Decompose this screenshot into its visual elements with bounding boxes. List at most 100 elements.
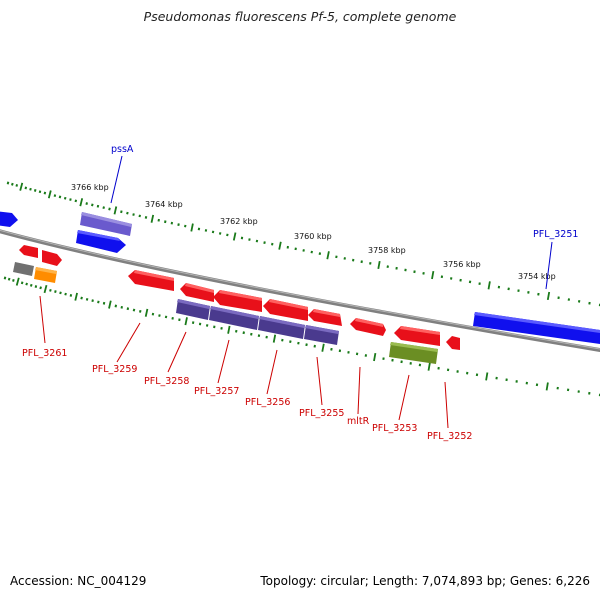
major-tick: [113, 206, 118, 215]
gene-PFL_3259[interactable]: [128, 270, 174, 291]
upper-tick-track: [6, 181, 600, 307]
gene-PFL_3255[interactable]: [308, 309, 342, 326]
minor-tick: [289, 340, 292, 344]
minor-tick: [38, 190, 42, 194]
gene-olive-segment[interactable]: [389, 342, 438, 364]
gene-PFL_3258[interactable]: [180, 283, 214, 302]
minor-tick: [59, 291, 62, 295]
gene-mltR[interactable]: [350, 318, 386, 336]
minor-tick: [157, 218, 160, 222]
major-tick: [108, 300, 112, 309]
major-tick: [19, 182, 24, 191]
minor-tick: [6, 181, 10, 185]
minor-tick: [91, 203, 94, 207]
major-tick: [278, 241, 282, 250]
major-tick: [74, 292, 78, 301]
major-tick: [79, 198, 84, 207]
major-tick: [47, 190, 52, 199]
major-tick: [43, 284, 48, 294]
gene-purple-segment-4[interactable]: [304, 325, 339, 345]
gene-PFL_3251[interactable]: [473, 312, 600, 344]
minor-tick: [204, 229, 208, 232]
gene-PFL_3261-b[interactable]: [13, 262, 57, 283]
minor-tick: [85, 297, 89, 301]
minor-tick: [80, 296, 83, 300]
callout-lines: [39, 155, 553, 429]
minor-tick: [132, 213, 135, 216]
gene-PFL_3256[interactable]: [263, 299, 308, 321]
minor-tick: [364, 354, 368, 357]
label-PFL_3251[interactable]: PFL_3251: [533, 229, 578, 240]
minor-tick: [96, 204, 100, 208]
minor-tick: [151, 312, 155, 316]
minor-tick: [422, 271, 425, 275]
minor-tick: [271, 242, 274, 246]
minor-tick: [7, 277, 11, 281]
minor-tick: [126, 211, 129, 215]
minor-tick: [184, 224, 187, 228]
label-PFL_3259[interactable]: PFL_3259: [92, 364, 137, 375]
genome-backbone-highlight: [0, 229, 600, 350]
label-PFL_3255[interactable]: PFL_3255: [299, 408, 344, 419]
major-tick: [377, 260, 381, 270]
label-PFL_3258[interactable]: PFL_3258: [144, 376, 189, 387]
label-PFL_3261[interactable]: PFL_3261: [22, 348, 67, 359]
minor-tick: [34, 285, 38, 288]
minor-tick: [120, 305, 123, 309]
minor-tick: [343, 257, 346, 260]
label-PFL_3257[interactable]: PFL_3257: [194, 386, 239, 397]
gene-purple-segment-1[interactable]: [176, 299, 210, 320]
minor-tick: [257, 334, 261, 338]
minor-tick: [43, 191, 47, 195]
minor-tick: [191, 321, 195, 325]
major-tick: [431, 270, 435, 280]
minor-tick: [577, 299, 581, 303]
major-tick: [546, 291, 551, 301]
major-tick: [232, 232, 237, 241]
minor-tick: [63, 196, 67, 200]
major-tick: [326, 251, 330, 260]
label-pssA[interactable]: pssA: [111, 144, 134, 155]
label-PFL_3253[interactable]: PFL_3253: [372, 423, 417, 434]
minor-tick: [139, 309, 142, 313]
gene-upper-left-edge[interactable]: [0, 211, 18, 227]
minor-tick: [281, 338, 284, 342]
kbp-label-3756: 3756 kbp: [443, 260, 481, 269]
minor-tick: [218, 232, 222, 235]
kbp-label-3758: 3758 kbp: [368, 246, 406, 255]
major-tick: [545, 382, 549, 391]
gene-pssA[interactable]: [76, 230, 126, 253]
accession-text: Accession: NC_004129: [10, 574, 147, 588]
gene-PFL_3257[interactable]: [213, 290, 262, 312]
major-tick: [144, 308, 149, 317]
minor-tick: [386, 265, 389, 269]
gene-PFL_3261-a[interactable]: [19, 245, 62, 266]
label-PFL_3252[interactable]: PFL_3252: [427, 431, 472, 442]
minor-tick: [64, 292, 67, 296]
minor-tick: [226, 233, 229, 237]
genome-summary-text: Topology: circular; Length: 7,074,893 bp…: [260, 574, 590, 588]
minor-tick: [33, 189, 37, 192]
minor-tick: [248, 238, 251, 241]
gene-PFL_3252[interactable]: [446, 336, 460, 350]
minor-tick: [330, 347, 333, 351]
label-mltR[interactable]: mltR: [347, 416, 370, 427]
kbp-label-3754: 3754 kbp: [518, 272, 556, 281]
minor-tick: [74, 199, 78, 203]
gene-PFL_3253[interactable]: [394, 326, 440, 346]
minor-tick: [3, 276, 7, 280]
gene-purple-segment-2[interactable]: [209, 306, 259, 330]
kbp-label-3762: 3762 kbp: [220, 217, 258, 226]
major-tick: [373, 352, 377, 362]
map-title: Pseudomonas fluorescens Pf-5, complete g…: [143, 9, 457, 24]
minor-tick: [255, 239, 259, 243]
gene-pssA-partner[interactable]: [80, 212, 132, 236]
minor-tick: [25, 282, 28, 286]
major-tick: [485, 372, 489, 381]
tick-tracks: [3, 181, 600, 397]
minor-tick: [49, 288, 52, 292]
minor-tick: [507, 287, 510, 291]
gene-purple-segment-3[interactable]: [258, 316, 305, 339]
label-PFL_3256[interactable]: PFL_3256: [245, 397, 290, 408]
